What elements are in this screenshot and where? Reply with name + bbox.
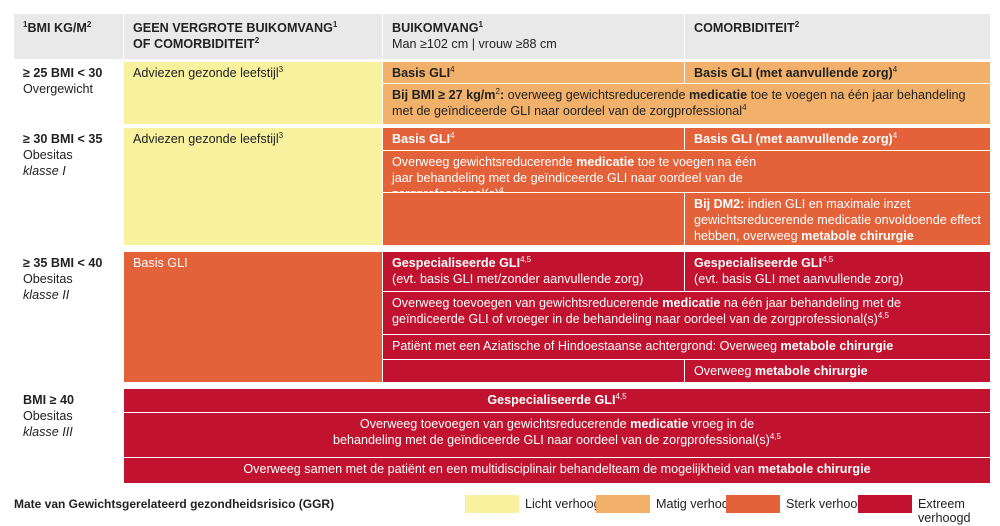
legend-label: Extreem verhoogd [918,497,971,525]
bmi-class: ≥ 35 BMI < 40 Obesitas klasse II [14,252,123,382]
advice-cell: Gespecialiseerde GLI4,5 (evt. basis GLI m… [685,252,990,291]
legend-swatch [858,495,912,513]
advice-cell: Overweeg gewichtsreducerende medicatie t… [383,151,990,192]
legend-swatch [726,495,780,513]
advice-cell: Basis GLI (met aanvullende zorg)4 [685,62,990,83]
advice-cell: Bij BMI ≥ 27 kg/m2: overweeg gewichtsred… [383,84,990,124]
advice-cell: Basis GLI4 [383,128,684,150]
header-cell: 1BMI KG/M2 [14,14,123,59]
bmi-class: ≥ 30 BMI < 35 Obesitas klasse I [14,128,123,245]
advice-cell: Basis GLI4 [383,62,684,83]
legend-swatch [465,495,519,513]
empty-cell [383,193,684,245]
advice-cell: Bij DM2: indien GLI en maximale inzet ge… [685,193,990,245]
legend-label: Matig verhoogd [656,497,743,511]
legend-swatch [596,495,650,513]
bmi-class: ≥ 25 BMI < 30 Overgewicht [14,62,123,124]
legend-label: Sterk verhoogd [786,497,872,511]
header-cell: BUIKOMVANG1 Man ≥102 cm | vrouw ≥88 cm [383,14,684,59]
advice-cell: Overweeg samen met de patiënt en een mul… [124,458,990,483]
advice-cell: Patiënt met een Aziatische of Hindoestaa… [383,335,990,359]
header-cell: GEEN VERGROTE BUIKOMVANG1 OF COMORBIDITEI… [124,14,382,59]
advice-cell: Basis GLI (met aanvullende zorg)4 [685,128,990,150]
header-cell: COMORBIDITEIT2 [685,14,990,59]
advice-cell: Basis GLI [124,252,382,382]
advice-cell: Adviezen gezonde leefstijl3 [124,128,382,245]
advice-cell: Overweeg toevoegen van gewichtsreduceren… [124,413,990,457]
advice-cell: Overweeg toevoegen van gewichtsreduceren… [383,292,990,334]
advice-cell: Gespecialiseerde GLI4,5 (evt. basis GLI m… [383,252,684,291]
legend-title: Mate van Gewichtsgerelateerd gezondheids… [14,497,335,511]
bmi-class: BMI ≥ 40 Obesitas klasse III [14,389,123,483]
advice-cell: Overweeg metabole chirurgie [685,360,990,382]
legend-label: Licht verhoogd [525,497,608,511]
empty-cell [383,360,684,382]
advice-cell: Gespecialiseerde GLI4,5 [124,389,990,412]
advice-cell: Adviezen gezonde leefstijl3 [124,62,382,124]
